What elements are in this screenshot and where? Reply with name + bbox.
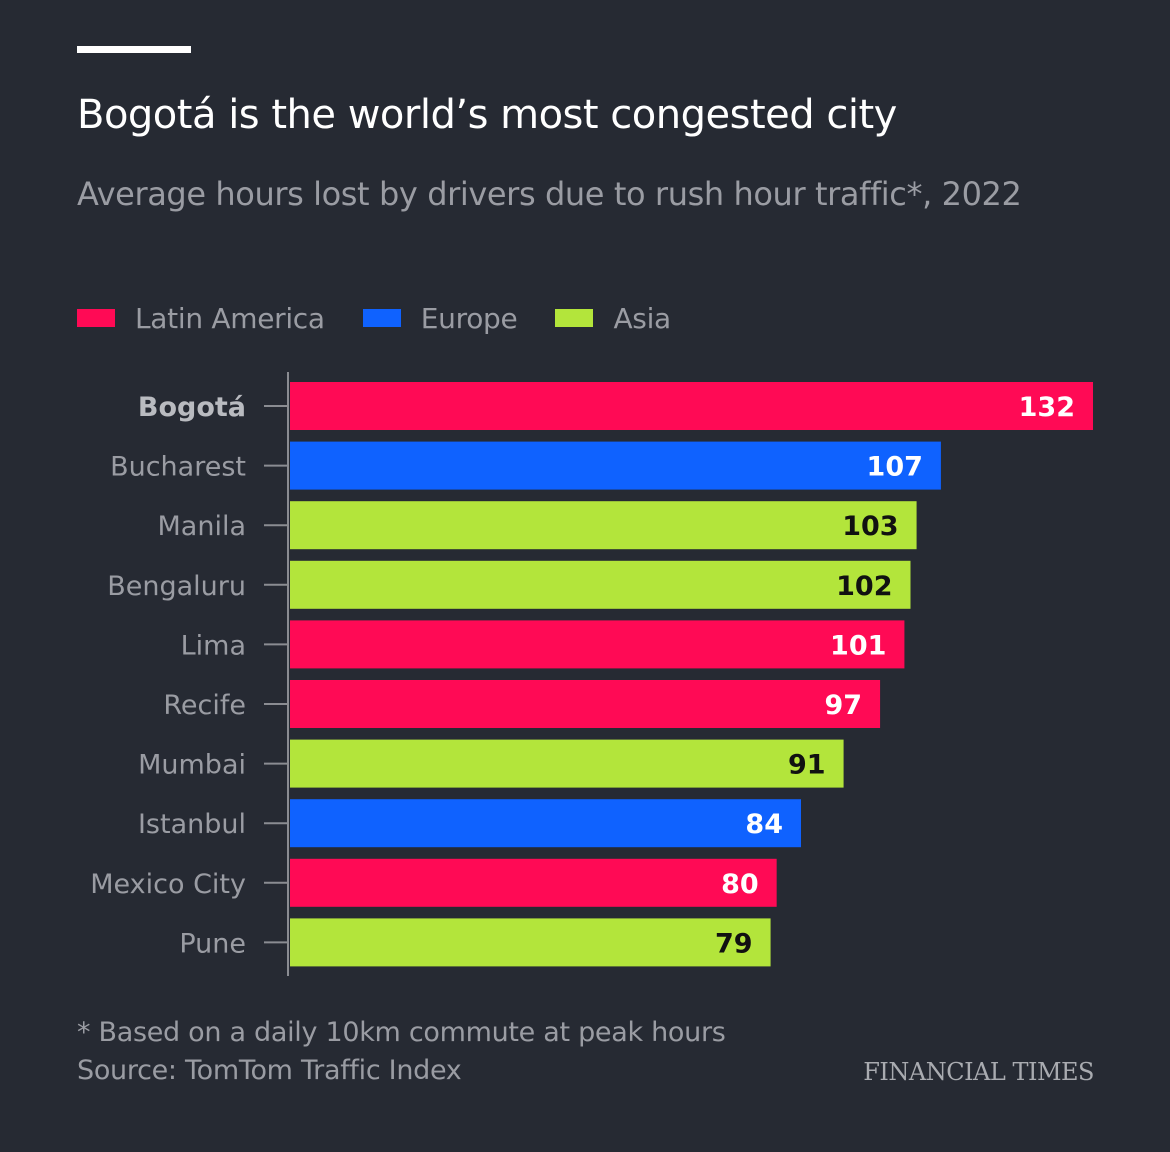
- chart-title: Bogotá is the world’s most congested cit…: [77, 92, 897, 138]
- legend-label: Europe: [420, 301, 518, 335]
- bar-recife: [290, 680, 881, 728]
- value-label: 84: [745, 809, 783, 840]
- legend-label: Asia: [613, 301, 671, 335]
- bar-chart: Bogotá 132 Bucharest 107 Manila 103 Bengaluru 1…: [90, 372, 1093, 976]
- legend: Latin America Europe Asia: [77, 300, 709, 336]
- legend-item-europe: Europe: [362, 301, 518, 335]
- legend-item-asia: Asia: [555, 301, 671, 335]
- category-label: Bucharest: [110, 452, 246, 483]
- category-label: Istanbul: [138, 809, 246, 840]
- category-label: Recife: [163, 690, 246, 721]
- footnote-note: * Based on a daily 10km commute at peak …: [77, 1017, 726, 1048]
- bar-lima: [290, 620, 905, 669]
- legend-label: Latin America: [135, 301, 325, 335]
- bar-bengaluru: [290, 560, 911, 609]
- chart-subtitle: Average hours lost by drivers due to rus…: [77, 175, 1022, 213]
- category-label: Mumbai: [138, 750, 246, 781]
- bar-manila: [290, 501, 917, 550]
- category-label: Mexico City: [90, 869, 246, 900]
- category-label: Bengaluru: [107, 571, 246, 602]
- category-label: Pune: [179, 928, 246, 959]
- value-label: 102: [836, 571, 892, 602]
- financial-times-logo: FINANCIAL TIMES: [863, 1058, 1094, 1086]
- header-accent-bar: [77, 46, 191, 53]
- value-label: 79: [715, 928, 753, 959]
- legend-swatch-europe: [362, 309, 401, 327]
- bar-mumbai: [290, 739, 844, 788]
- value-label: 103: [842, 511, 898, 542]
- category-label: Lima: [181, 630, 246, 661]
- bar-bucharest: [290, 441, 941, 490]
- category-label: Manila: [157, 511, 246, 542]
- legend-item-latin-america: Latin America: [77, 302, 325, 335]
- value-label: 80: [721, 869, 759, 900]
- value-label: 91: [788, 750, 826, 781]
- bar-pune: [290, 918, 771, 967]
- category-label: Bogotá: [138, 392, 246, 423]
- value-label: 97: [825, 690, 863, 721]
- value-label: 132: [1019, 392, 1075, 423]
- legend-swatch-asia: [555, 309, 594, 327]
- footnote: * Based on a daily 10km commute at peak …: [77, 1014, 726, 1090]
- bar-mexico-city: [290, 858, 777, 907]
- bar-istanbul: [290, 799, 801, 848]
- bar-bogotá: [290, 382, 1093, 430]
- value-label: 101: [830, 630, 886, 661]
- legend-swatch-latin-america: [77, 309, 115, 327]
- value-label: 107: [867, 452, 923, 483]
- footnote-source: Source: TomTom Traffic Index: [77, 1055, 462, 1086]
